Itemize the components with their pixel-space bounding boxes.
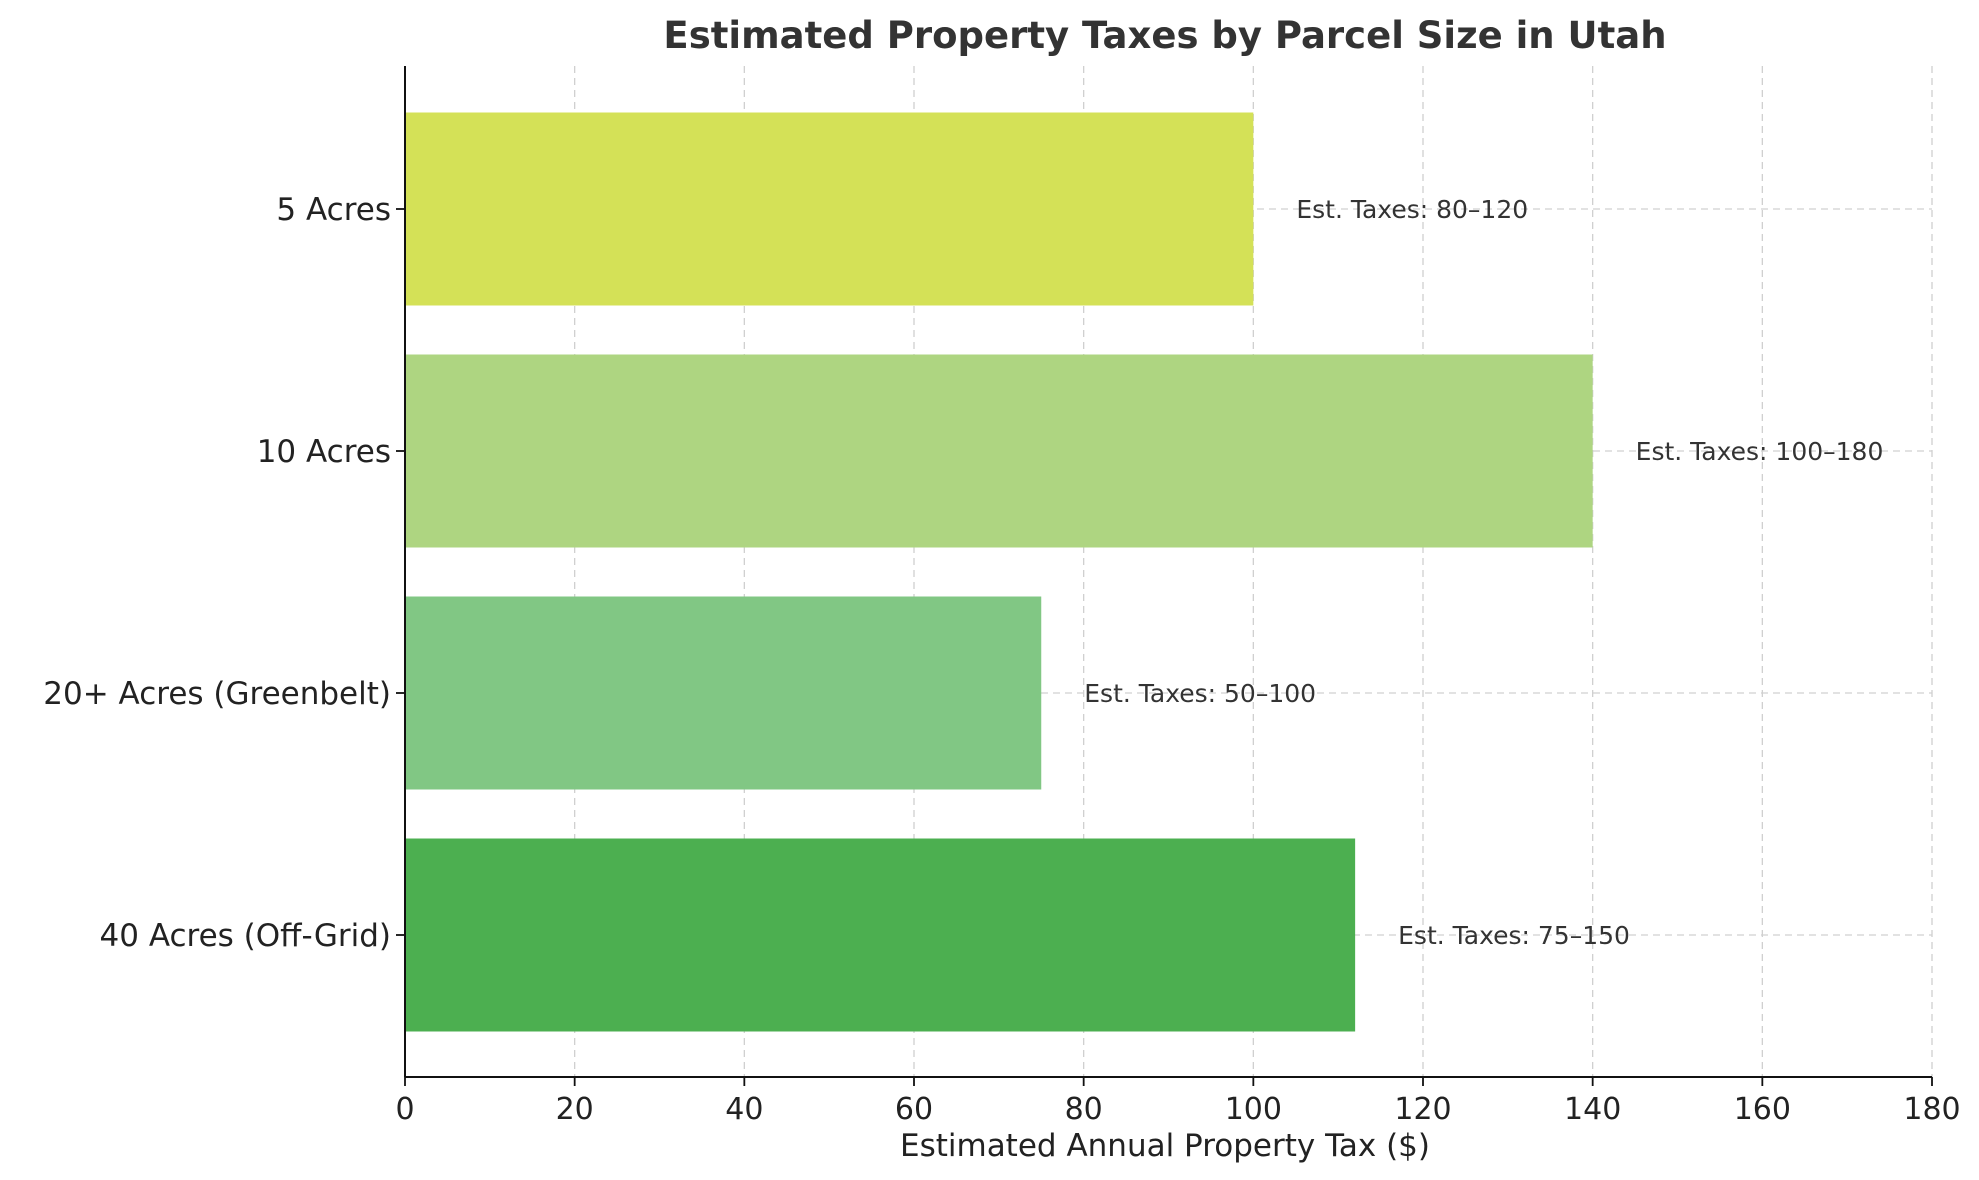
- x-tick-label-80: 80: [1065, 1092, 1103, 1127]
- x-tick-label-160: 160: [1734, 1092, 1791, 1127]
- data-label-0: Est. Taxes: 80–120: [1296, 195, 1528, 224]
- data-label-1: Est. Taxes: 100–180: [1636, 437, 1884, 466]
- bars: [405, 112, 1593, 1032]
- category-label-3: 40 Acres (Off-Grid): [100, 918, 391, 954]
- bar-20-acres-greenbelt: [405, 596, 1042, 790]
- x-tick-label-140: 140: [1564, 1092, 1621, 1127]
- x-tick-label-40: 40: [725, 1092, 763, 1127]
- bar-5-acres: [405, 112, 1254, 306]
- category-label-0: 5 Acres: [276, 192, 391, 228]
- bar-40-acres-off-grid: [405, 838, 1356, 1032]
- category-label-1: 10 Acres: [257, 434, 391, 470]
- data-label-2: Est. Taxes: 50–100: [1084, 679, 1316, 708]
- x-tick-label-180: 180: [1903, 1092, 1960, 1127]
- axes: 0 20 40 60 80 100 120 140 160 180 5 Acres 10 Acres 2…: [43, 66, 1961, 1127]
- x-axis-label: Estimated Annual Property Tax ($): [900, 1128, 1430, 1164]
- x-tick-label-20: 20: [556, 1092, 594, 1127]
- data-labels: Est. Taxes: 80–120 Est. Taxes: 100–180 Est…: [1084, 195, 1883, 950]
- category-label-2: 20+ Acres (Greenbelt): [43, 676, 391, 712]
- x-tick-label-0: 0: [395, 1092, 414, 1127]
- chart-title: Estimated Property Taxes by Parcel Size …: [663, 14, 1666, 57]
- x-tick-label-60: 60: [895, 1092, 933, 1127]
- bar-10-acres: [405, 354, 1593, 548]
- x-tick-label-100: 100: [1225, 1092, 1282, 1127]
- x-tick-label-120: 120: [1394, 1092, 1451, 1127]
- data-label-3: Est. Taxes: 75–150: [1398, 921, 1630, 950]
